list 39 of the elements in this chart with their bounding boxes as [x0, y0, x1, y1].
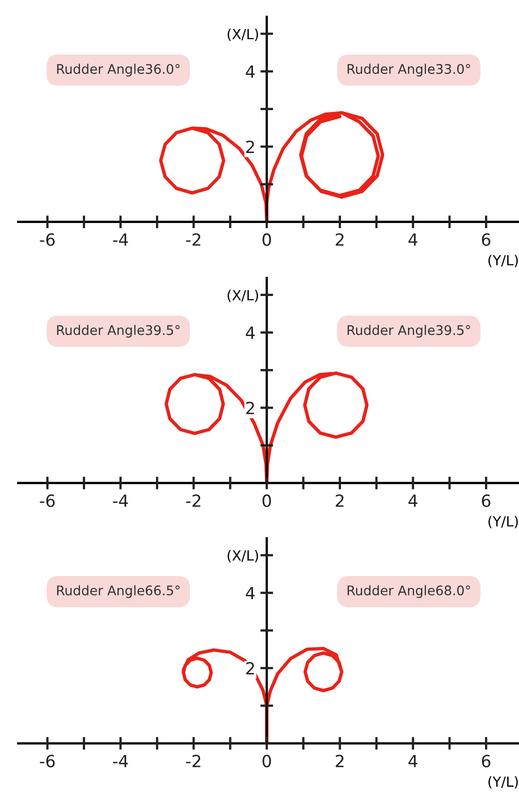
x-tick-label: -4 — [113, 494, 128, 507]
x-tick-label: 6 — [482, 754, 490, 768]
x-tick-label: 2 — [336, 754, 344, 768]
y-tick-label: 4 — [246, 587, 255, 600]
x-axis-title: (Y/L) — [488, 776, 518, 789]
x-axis-title: (Y/L) — [488, 254, 518, 268]
x-tick-label: 0 — [262, 494, 271, 508]
y-tick-label: 2 — [246, 662, 254, 674]
x-tick-label: -2 — [186, 233, 200, 246]
y-tick-label: 4 — [246, 66, 255, 78]
y-axis-title: (X/L) — [228, 28, 258, 41]
x-tick-label: -6 — [40, 754, 55, 768]
x-tick-label: -2 — [186, 494, 200, 507]
y-tick-label: 2 — [246, 402, 254, 414]
x-tick-label: -6 — [40, 233, 55, 246]
x-tick-label: 6 — [482, 494, 490, 508]
x-tick-label: 2 — [336, 233, 344, 246]
x-tick-label: -6 — [40, 494, 55, 508]
annotation: Rudder Angle33.0° — [348, 64, 470, 77]
x-tick-label: -2 — [186, 754, 200, 768]
annotation: Rudder Angle39.5° — [57, 324, 180, 338]
x-tick-label: 0 — [262, 233, 271, 246]
x-tick-label: 4 — [408, 754, 418, 768]
annotation: Rudder Angle68.0° — [348, 585, 470, 598]
x-axis-title: (Y/L) — [488, 516, 518, 528]
y-axis-title: (X/L) — [228, 550, 258, 562]
y-tick-label: 4 — [246, 326, 255, 339]
x-tick-label: -4 — [113, 754, 128, 768]
x-tick-label: 4 — [408, 494, 418, 507]
x-tick-label: 4 — [408, 234, 418, 246]
x-tick-label: 0 — [262, 754, 271, 768]
x-tick-label: 6 — [482, 233, 490, 246]
x-tick-label: 2 — [336, 494, 344, 507]
y-tick-label: 2 — [246, 140, 254, 153]
x-tick-label: -4 — [113, 234, 128, 246]
annotation: Rudder Angle36.0° — [57, 64, 180, 77]
y-axis-title: (X/L) — [228, 290, 258, 302]
annotation: Rudder Angle39.5° — [348, 324, 470, 338]
annotation: Rudder Angle66.5° — [57, 585, 180, 598]
